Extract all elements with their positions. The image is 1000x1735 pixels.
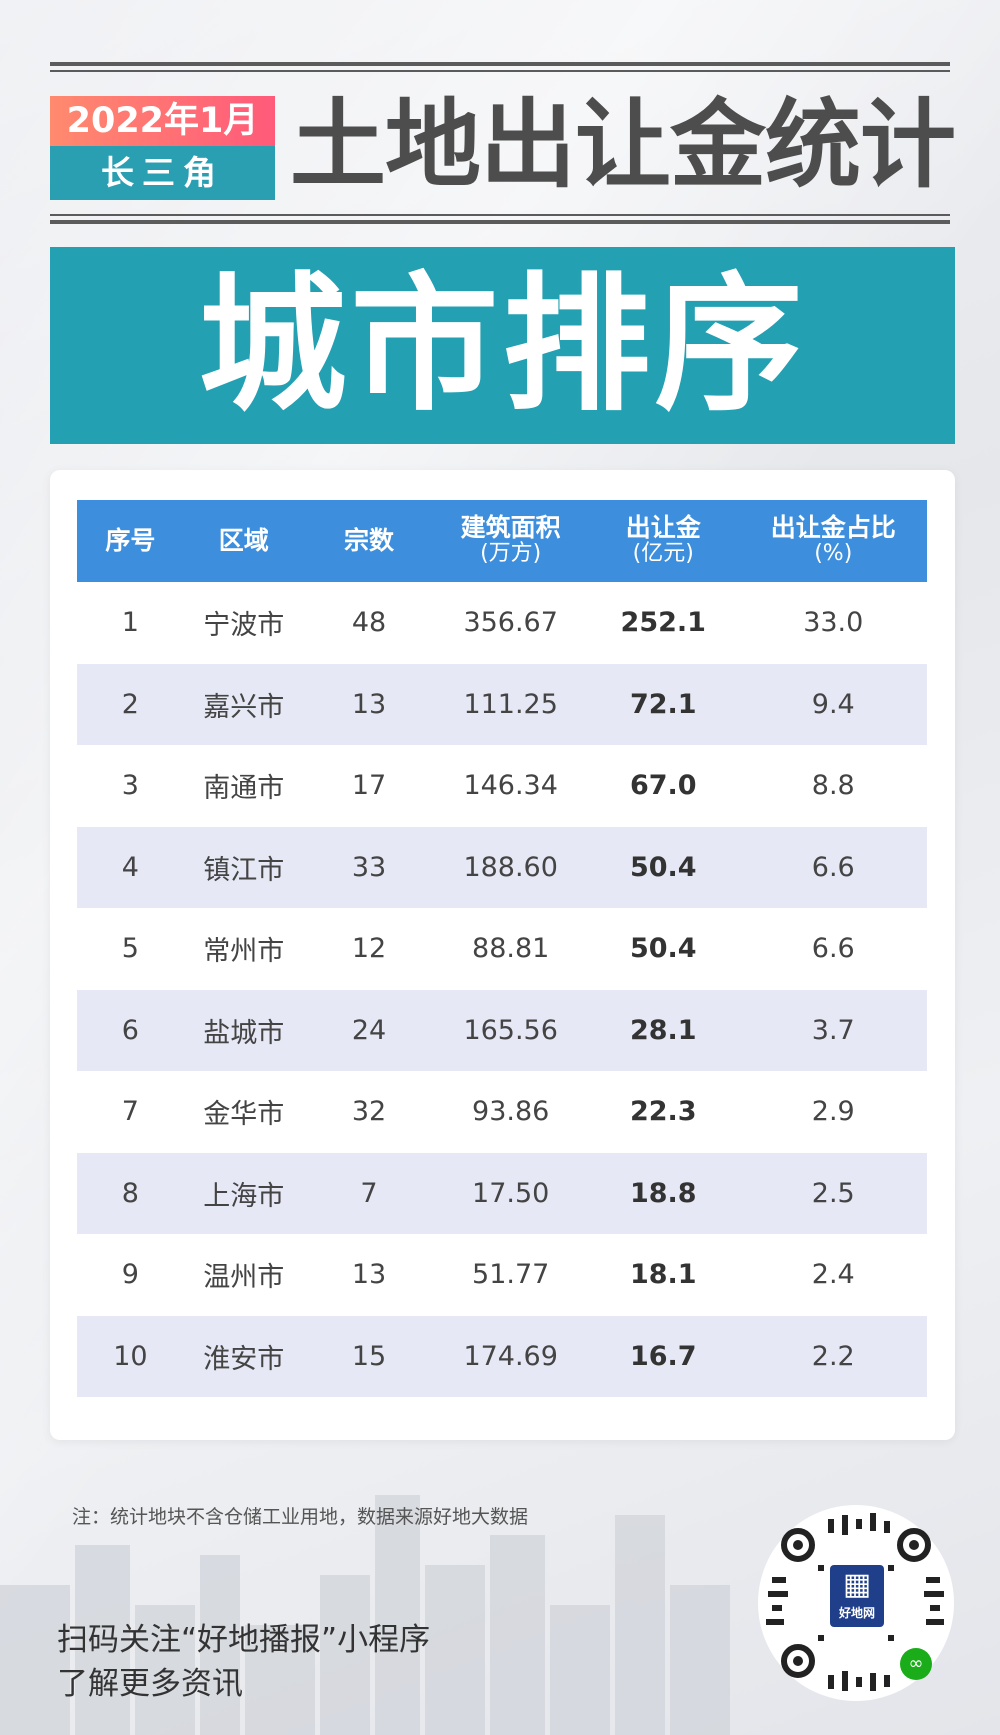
column-header-city: 区域 — [183, 500, 304, 582]
column-header-rank: 序号 — [77, 500, 184, 582]
cell-fee: 28.1 — [586, 989, 740, 1071]
cell-area: 17.50 — [434, 1152, 587, 1234]
cell-city: 宁波市 — [203, 610, 285, 642]
column-header-count: 宗数 — [303, 500, 435, 582]
cell-share: 6.6 — [811, 933, 855, 965]
cell-share: 8.8 — [811, 770, 855, 802]
table-row: 4 镇江市 33 188.60 50.4 6.6 — [77, 826, 927, 908]
column-header-fee: 出让金 (亿元) — [586, 500, 740, 582]
banner-title: 城市排序 — [198, 259, 807, 431]
cell-area: 165.56 — [434, 989, 587, 1071]
cell-rank: 1 — [121, 607, 139, 639]
mini-program-icon: ∞ — [900, 1648, 932, 1680]
banner: 城市排序 — [50, 247, 955, 444]
cell-area: 188.60 — [434, 826, 587, 908]
title-rule-top-thin — [50, 70, 950, 72]
cell-city: 盐城市 — [183, 989, 304, 1071]
date-region-badge: 2022年1月 长三角 — [50, 96, 275, 200]
ranking-table: 序号 区域 宗数 建筑面积 (万方) 出让金 (亿元) 出让金占比 (%) 1 宁波市… — [77, 500, 927, 1397]
cell-count: 13 — [351, 1259, 387, 1291]
cell-fee: 252.1 — [620, 607, 706, 639]
skyline-illustration — [0, 1495, 730, 1735]
table-row: 8 上海市 7 17.50 18.8 2.5 — [77, 1152, 927, 1234]
cell-share: 2.9 — [811, 1096, 855, 1128]
cell-fee: 50.4 — [586, 826, 740, 908]
cell-count: 13 — [303, 663, 435, 745]
cell-share: 2.5 — [739, 1152, 927, 1234]
cell-city: 淮安市 — [183, 1315, 304, 1397]
cell-count: 17 — [351, 770, 387, 802]
table-row: 7 金华市 32 93.86 22.3 2.9 — [77, 1071, 927, 1153]
cell-fee: 22.3 — [629, 1096, 697, 1128]
cta-line-2: 了解更多资讯 — [57, 1666, 243, 1702]
cell-count: 24 — [303, 989, 435, 1071]
column-header-area: 建筑面积 (万方) — [434, 500, 587, 582]
cell-fee: 50.4 — [629, 933, 697, 965]
cell-area: 146.34 — [463, 770, 558, 802]
cell-share: 2.4 — [811, 1259, 855, 1291]
table-row: 3 南通市 17 146.34 67.0 8.8 — [77, 745, 927, 827]
cell-rank: 3 — [121, 770, 139, 802]
cell-share: 33.0 — [803, 607, 864, 639]
column-header-share: 出让金占比 (%) — [739, 500, 927, 582]
cell-rank: 10 — [77, 1315, 184, 1397]
title-rule-bottom-thin — [50, 214, 950, 216]
cell-fee: 67.0 — [629, 770, 697, 802]
badge-region: 长三角 — [50, 146, 275, 200]
cell-area: 356.67 — [463, 607, 558, 639]
cell-share: 2.2 — [739, 1315, 927, 1397]
cell-city: 嘉兴市 — [183, 663, 304, 745]
qr-pattern — [766, 1513, 944, 1691]
table-row: 5 常州市 12 88.81 50.4 6.6 — [77, 908, 927, 990]
cell-rank: 7 — [121, 1096, 139, 1128]
table-row: 9 温州市 13 51.77 18.1 2.4 — [77, 1234, 927, 1316]
cell-fee: 18.1 — [629, 1259, 697, 1291]
cell-city: 上海市 — [183, 1152, 304, 1234]
cell-area: 88.81 — [472, 933, 550, 965]
cell-city: 镇江市 — [183, 826, 304, 908]
cell-share: 3.7 — [739, 989, 927, 1071]
cell-rank: 2 — [77, 663, 184, 745]
follow-cta: 扫码关注“好地播报”小程序 了解更多资讯 — [57, 1618, 430, 1706]
cell-area: 111.25 — [434, 663, 587, 745]
ranking-card: 序号 区域 宗数 建筑面积 (万方) 出让金 (亿元) 出让金占比 (%) 1 宁波市… — [50, 470, 955, 1440]
data-source-note: 注：统计地块不含仓储工业用地，数据来源好地大数据 — [72, 1506, 529, 1528]
cell-city: 温州市 — [203, 1262, 285, 1294]
cell-count: 7 — [303, 1152, 435, 1234]
cell-count: 33 — [303, 826, 435, 908]
cta-line-1: 扫码关注“好地播报”小程序 — [57, 1622, 431, 1658]
cell-city: 南通市 — [203, 773, 285, 805]
cell-fee: 16.7 — [586, 1315, 740, 1397]
badge-date: 2022年1月 — [50, 96, 275, 146]
cell-city: 常州市 — [203, 936, 285, 968]
cell-count: 15 — [303, 1315, 435, 1397]
brand-logo-icon: ▦ 好地网 — [830, 1565, 884, 1627]
cell-area: 51.77 — [472, 1259, 550, 1291]
cell-rank: 4 — [77, 826, 184, 908]
title-rule-top — [50, 62, 950, 66]
cell-count: 48 — [351, 607, 387, 639]
cell-rank: 8 — [77, 1152, 184, 1234]
cell-area: 93.86 — [472, 1096, 550, 1128]
cell-city: 金华市 — [203, 1099, 285, 1131]
page-title: 土地出让金统计 — [290, 89, 956, 201]
cell-count: 12 — [351, 933, 387, 965]
table-row: 1 宁波市 48 356.67 252.1 33.0 — [77, 582, 927, 664]
cell-rank: 9 — [121, 1259, 139, 1291]
cell-count: 32 — [351, 1096, 387, 1128]
table-row: 2 嘉兴市 13 111.25 72.1 9.4 — [77, 663, 927, 745]
cell-fee: 18.8 — [586, 1152, 740, 1234]
cell-rank: 5 — [121, 933, 139, 965]
cell-fee: 72.1 — [586, 663, 740, 745]
table-header-row: 序号 区域 宗数 建筑面积 (万方) 出让金 (亿元) 出让金占比 (%) — [77, 500, 927, 582]
cell-area: 174.69 — [434, 1315, 587, 1397]
table-row: 6 盐城市 24 165.56 28.1 3.7 — [77, 989, 927, 1071]
title-rule-bottom — [50, 220, 950, 224]
cell-share: 9.4 — [739, 663, 927, 745]
cell-rank: 6 — [77, 989, 184, 1071]
table-row: 10 淮安市 15 174.69 16.7 2.2 — [77, 1315, 927, 1397]
cell-share: 6.6 — [739, 826, 927, 908]
